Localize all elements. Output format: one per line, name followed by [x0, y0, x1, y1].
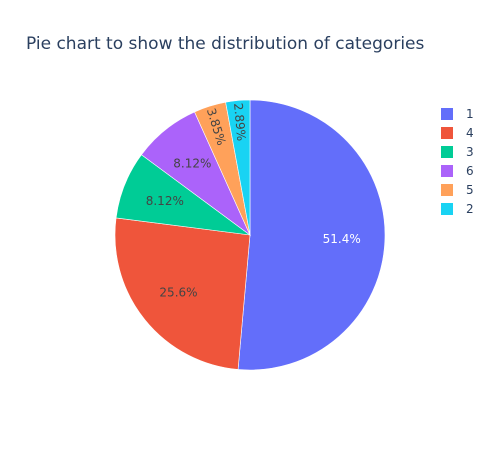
- slice-label-3: 8.12%: [146, 194, 184, 208]
- legend-swatch-1: [441, 108, 453, 120]
- legend-swatch-2: [441, 203, 453, 215]
- legend-label-3: 3: [466, 145, 474, 159]
- pie-slice-1[interactable]: [237, 99, 386, 371]
- legend-swatch-5: [441, 184, 453, 196]
- legend-label-2: 2: [466, 202, 474, 216]
- legend-label-6: 6: [466, 164, 474, 178]
- slice-label-1: 51.4%: [323, 232, 361, 246]
- legend-label-5: 5: [466, 183, 474, 197]
- legend-label-1: 1: [466, 107, 474, 121]
- slice-label-2: 2.89%: [231, 102, 248, 141]
- legend-swatch-6: [441, 165, 453, 177]
- legend-swatch-3: [441, 146, 453, 158]
- legend-item-1[interactable]: 1: [441, 107, 474, 121]
- legend-swatch-4: [441, 127, 453, 139]
- legend-item-6[interactable]: 6: [441, 164, 474, 178]
- pie-slices: [114, 99, 386, 371]
- legend-item-2[interactable]: 2: [441, 202, 474, 216]
- pie-slice-2[interactable]: [225, 99, 251, 236]
- legend-item-4[interactable]: 4: [441, 126, 474, 140]
- legend-label-4: 4: [466, 126, 474, 140]
- legend-item-3[interactable]: 3: [441, 145, 474, 159]
- chart-title: Pie chart to show the distribution of ca…: [26, 34, 425, 54]
- slice-label-6: 8.12%: [173, 157, 211, 171]
- legend-item-5[interactable]: 5: [441, 183, 474, 197]
- pie-slice-4[interactable]: [114, 217, 251, 370]
- slice-label-4: 25.6%: [159, 286, 197, 300]
- legend: 1 4 3 6 5 2: [441, 107, 474, 216]
